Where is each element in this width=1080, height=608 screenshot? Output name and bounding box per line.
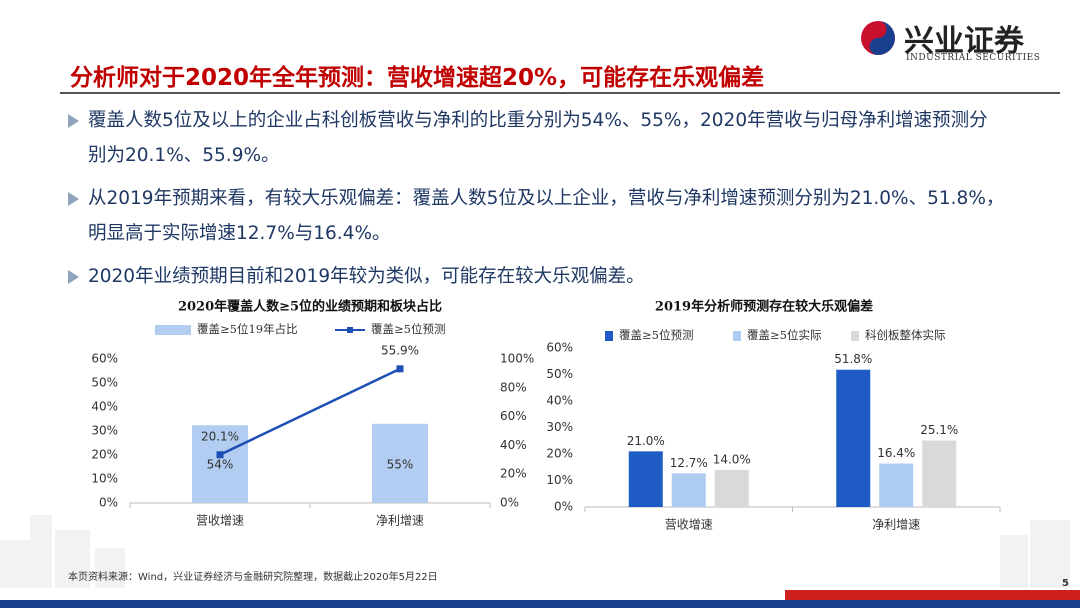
y2-tick-label: 0% [500, 496, 519, 510]
source-note: 本页资料来源：Wind，兴业证券经济与金融研究院整理，数据截止2020年5月22… [68, 572, 438, 583]
y2-tick-label: 60% [500, 409, 527, 423]
skyline [0, 515, 1070, 588]
line-marker [216, 451, 224, 459]
line-marker [396, 365, 404, 373]
x-tick-label: 净利增速 [376, 514, 424, 528]
y-tick-label: 40% [546, 394, 573, 408]
y-tick-label: 20% [546, 447, 573, 461]
bar [372, 423, 428, 503]
data-label: 55% [387, 458, 414, 472]
bar [192, 425, 248, 503]
bottom-bar [785, 590, 1080, 600]
chart-title: 2019年分析师预测存在较大乐观偏差 [655, 299, 873, 315]
x-tick-label: 营收增速 [665, 518, 713, 532]
data-label: 12.7% [670, 456, 708, 470]
data-label: 51.8% [834, 352, 872, 366]
x-tick-label: 营收增速 [196, 514, 244, 528]
x-tick-label: 净利增速 [872, 518, 920, 532]
data-label: 20.1% [201, 429, 239, 443]
bullet: 覆盖人数5位及以上的企业占科创板营收与净利的比重分别为54%、55%，2020年… [66, 103, 1006, 173]
title-rule [60, 92, 1060, 94]
y-tick-label: 0% [554, 500, 573, 514]
data-label: 55.9% [381, 343, 419, 357]
bottom-bar [0, 600, 1080, 608]
y-tick-label: 10% [91, 472, 118, 486]
logo-text: 兴业证券 [904, 24, 1024, 59]
page-number: 5 [1062, 578, 1069, 589]
legend-swatch [605, 331, 613, 341]
y-tick-label: 10% [546, 473, 573, 487]
bar [714, 469, 749, 507]
chart-title: 2020年覆盖人数≥5位的业绩预期和板块占比 [178, 299, 442, 315]
data-label: 21.0% [627, 434, 665, 448]
legend-swatch [851, 331, 859, 341]
data-label: 16.4% [877, 446, 915, 460]
bar [879, 463, 914, 507]
bar [628, 451, 663, 507]
legend-swatch [733, 331, 741, 341]
y-tick-label: 60% [546, 341, 573, 355]
legend-swatch [155, 325, 191, 335]
bullets: 覆盖人数5位及以上的企业占科创板营收与净利的比重分别为54%、55%，2020年… [66, 103, 1006, 302]
data-label: 14.0% [713, 452, 751, 466]
y-tick-label: 50% [546, 367, 573, 381]
y2-tick-label: 80% [500, 380, 527, 394]
legend-label: 覆盖≥5位预测 [619, 328, 693, 342]
legend-label: 覆盖≥5位预测 [371, 322, 445, 336]
y-tick-label: 40% [91, 400, 118, 414]
line [219, 367, 401, 456]
bar [671, 473, 706, 507]
logo-icon [869, 21, 895, 55]
y-tick-label: 30% [546, 420, 573, 434]
bar [836, 369, 871, 507]
bullet: 2020年业绩预期目前和2019年较为类似，可能存在较大乐观偏差。 [66, 259, 1006, 294]
bullet: 从2019年预期来看，有较大乐观偏差：覆盖人数5位及以上企业，营收与净利增速预测… [66, 181, 1006, 251]
y-tick-label: 60% [91, 352, 118, 366]
legend-marker [347, 327, 353, 333]
legend-label: 覆盖≥5位19年占比 [197, 322, 298, 336]
bar [922, 440, 957, 507]
legend-label: 覆盖≥5位实际 [747, 328, 821, 342]
slide-title: 分析师对于2020年全年预测：营收增速超20%，可能存在乐观偏差 [70, 65, 765, 91]
logo-subtext: INDUSTRIAL SECURITIES [906, 53, 1041, 63]
y-tick-label: 50% [91, 376, 118, 390]
y-tick-label: 30% [91, 424, 118, 438]
data-label: 54% [207, 458, 234, 472]
data-label: 25.1% [920, 423, 958, 437]
y2-tick-label: 100% [500, 352, 534, 366]
legend-label: 科创板整体实际 [865, 328, 946, 342]
y-tick-label: 0% [99, 496, 118, 510]
y2-tick-label: 20% [500, 467, 527, 481]
y2-tick-label: 40% [500, 438, 527, 452]
y-tick-label: 20% [91, 448, 118, 462]
